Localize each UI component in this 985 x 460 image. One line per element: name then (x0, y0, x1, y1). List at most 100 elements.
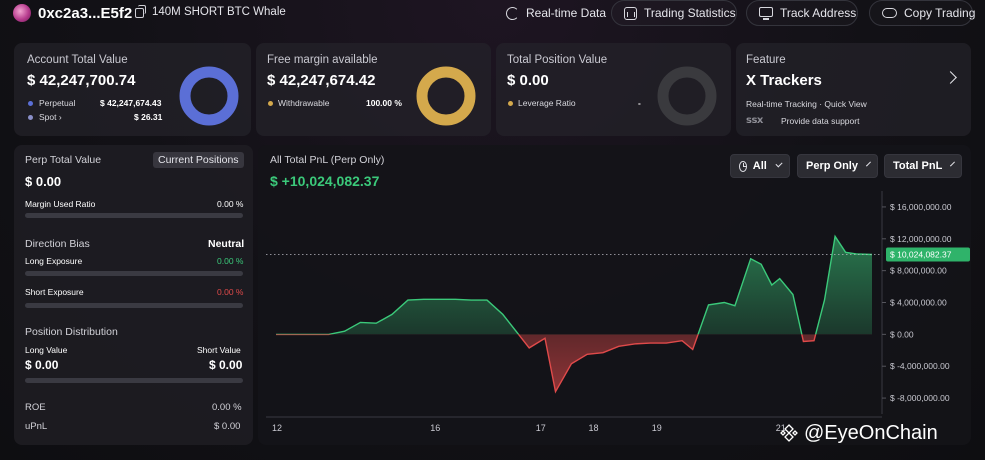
account-value: $ 42,247,700.74 (27, 72, 136, 89)
long-value: $ 0.00 (25, 358, 59, 372)
spot-value: $ 26.31 (134, 112, 163, 122)
chevron-down-icon (950, 161, 956, 167)
time-filter-select[interactable]: All (730, 154, 790, 178)
leverage-dot (508, 101, 513, 106)
pnl-chart[interactable]: $ 16,000,000.00 $ 12,000,000.00 $ 8,000,00… (258, 185, 971, 445)
wallet-address[interactable]: 0xc2a3...E5f2 (38, 5, 133, 22)
top-bar: 0xc2a3...E5f2 140M SHORT BTC Whale Real-… (0, 0, 985, 28)
clock-icon (739, 160, 747, 172)
upnl-label: uPnL (25, 421, 48, 432)
pnl-line-positive (276, 234, 873, 335)
y-tick-label: $ -8,000,000.00 (890, 393, 950, 403)
perpetual-dot (28, 101, 33, 106)
metric-filter-value: Total PnL (893, 160, 943, 172)
provider-text: Provide data support (781, 116, 860, 126)
direction-bias-label: Direction Bias (25, 238, 90, 250)
chevron-down-icon (865, 161, 871, 167)
free-margin-card: Free margin available $ 42,247,674.42 Wi… (256, 43, 491, 136)
track-address-label: Track Address (780, 6, 857, 20)
stats-icon (624, 6, 637, 20)
short-value-label: Short Value (197, 345, 241, 355)
x-tick-label: 16 (430, 423, 440, 433)
spot-label[interactable]: Spot › (39, 112, 62, 122)
feature-card[interactable]: Feature X Trackers Real-time Tracking · … (736, 43, 971, 136)
track-address-button[interactable]: Track Address (746, 0, 858, 26)
short-exposure-value: 0.00 % (217, 287, 244, 297)
metric-filter-select[interactable]: Total PnL (884, 154, 962, 178)
margin-used-label: Margin Used Ratio (25, 199, 96, 209)
margin-used-bar (25, 213, 243, 218)
scope-filter-select[interactable]: Perp Only (797, 154, 878, 178)
direction-bias-value: Neutral (208, 238, 245, 250)
position-distribution-bar (25, 378, 243, 383)
free-margin-value: $ 42,247,674.42 (267, 72, 376, 89)
pnl-positive-area (276, 236, 872, 335)
wallet-label: 140M SHORT BTC Whale (152, 6, 286, 18)
chevron-down-icon (775, 160, 783, 168)
current-positions-button[interactable]: Current Positions (153, 152, 244, 168)
copy-trading-button[interactable]: Copy Trading (869, 0, 976, 26)
leverage-value: - (638, 98, 641, 108)
long-value-label: Long Value (25, 345, 68, 355)
x-tick-label: 18 (588, 423, 598, 433)
pnl-line-negative (276, 334, 817, 394)
short-exposure-bar (25, 303, 243, 308)
scope-filter-value: Perp Only (806, 160, 858, 172)
copy-icon[interactable] (135, 5, 146, 18)
roe-value: 0.00 % (212, 402, 242, 413)
x-tick-label: 19 (652, 423, 662, 433)
position-card: Total Position Value $ 0.00 Leverage Rat… (496, 43, 731, 136)
current-value-label: $ 10,024,082.37 (890, 250, 952, 260)
withdrawable-value: 100.00 % (366, 98, 402, 108)
time-filter-value: All (752, 160, 767, 172)
chevron-right-icon: › (58, 112, 62, 122)
watermark-text: @EyeOnChain (804, 421, 938, 444)
withdrawable-dot (268, 101, 273, 106)
y-tick-label: $ 4,000,000.00 (890, 298, 947, 308)
perp-panel (14, 145, 253, 445)
trading-statistics-button[interactable]: Trading Statistics (611, 0, 737, 26)
trading-statistics-label: Trading Statistics (644, 6, 736, 20)
eyeonchain-watermark: @EyeOnChain (780, 420, 938, 446)
y-tick-label: $ 16,000,000.00 (890, 202, 952, 212)
leverage-label: Leverage Ratio (518, 98, 576, 108)
monitor-icon (759, 7, 773, 20)
position-donut (657, 66, 717, 126)
cloud-icon (882, 8, 897, 18)
pnl-total-value: $ +10,024,082.37 (270, 173, 380, 189)
y-tick-label: $ 0.00 (890, 329, 914, 339)
short-value: $ 0.00 (209, 358, 243, 372)
feature-name: X Trackers (746, 72, 822, 89)
account-donut (179, 66, 239, 126)
perp-total-title: Perp Total Value (25, 154, 102, 166)
binance-diamond-icon (780, 424, 798, 442)
long-exposure-value: 0.00 % (217, 256, 244, 266)
realtime-data-link[interactable]: Real-time Data (506, 0, 606, 26)
y-tick-label: $ 8,000,000.00 (890, 266, 947, 276)
margin-used-value: 0.00 % (217, 199, 244, 209)
roe-label: ROE (25, 402, 46, 413)
perp-total-value: $ 0.00 (25, 174, 62, 189)
account-card: Account Total Value $ 42,247,700.74 Perp… (14, 43, 251, 136)
y-tick-label: $ 12,000,000.00 (890, 234, 952, 244)
position-title: Total Position Value (507, 54, 608, 66)
free-margin-donut (416, 66, 476, 126)
free-margin-title: Free margin available (267, 54, 378, 66)
feature-subtitle: Real-time Tracking · Quick View (746, 99, 867, 109)
copy-trading-label: Copy Trading (904, 6, 976, 20)
feature-title: Feature (746, 54, 786, 66)
long-exposure-label: Long Exposure (25, 256, 83, 266)
position-distribution-label: Position Distribution (25, 326, 118, 338)
ssx-logo: ssx (746, 115, 763, 126)
x-tick-label: 21 (776, 423, 786, 433)
realtime-data-label: Real-time Data (526, 6, 607, 20)
current-value-badge (886, 247, 970, 262)
perpetual-label: Perpetual (39, 98, 76, 108)
perpetual-value: $ 42,247,674.43 (100, 98, 162, 108)
refresh-icon (506, 6, 519, 20)
long-exposure-bar (25, 271, 243, 276)
pnl-title: All Total PnL (Perp Only) (270, 154, 385, 166)
account-title: Account Total Value (27, 54, 128, 66)
spot-dot (28, 115, 33, 120)
withdrawable-label: Withdrawable (278, 98, 330, 108)
